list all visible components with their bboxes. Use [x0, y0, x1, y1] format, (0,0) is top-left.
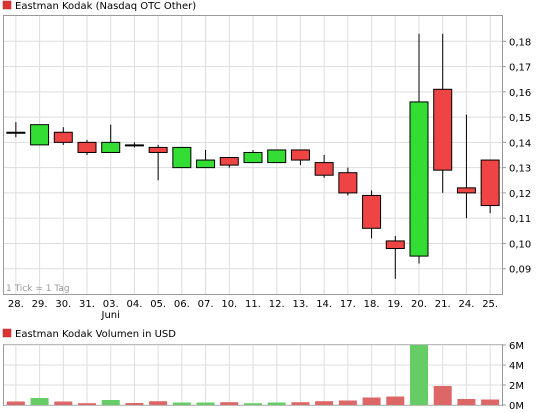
volume-bar: [54, 401, 73, 405]
date-tick-label: 05.: [150, 299, 166, 310]
volume-bar: [196, 402, 215, 405]
price-ytick-label: 0,09: [509, 265, 531, 276]
date-tick-label: 31.: [79, 299, 95, 310]
volume-legend-box: [2, 328, 12, 338]
candle-body: [362, 194, 382, 229]
volume-bar: [433, 386, 452, 405]
candle-body: [77, 141, 97, 153]
candle-body: [290, 149, 310, 161]
candle-body: [480, 159, 500, 207]
price-ytick-label: 0,10: [509, 239, 531, 250]
date-tick-label: 30.: [55, 299, 71, 310]
volume-bar: [481, 399, 500, 405]
candle-body: [196, 159, 216, 169]
volume-ytick-label: 4M: [509, 361, 524, 372]
volume-bar: [410, 345, 428, 405]
candle-body: [314, 162, 334, 176]
candle-body: [456, 187, 476, 194]
date-tick-label: 21.: [435, 299, 451, 310]
candle-body: [30, 124, 50, 146]
date-tick-label: 03.: [103, 299, 119, 310]
volume-ytick-label: 0M: [509, 401, 524, 412]
candle-body: [338, 172, 358, 194]
price-legend-box: [2, 0, 12, 10]
price-ytick-label: 0,14: [509, 138, 531, 149]
candle-body: [124, 144, 144, 147]
volume-y-axis: 0M 2M 4M 6M: [502, 341, 524, 412]
date-tick-label: 24.: [458, 299, 474, 310]
date-tick-label: 13.: [292, 299, 308, 310]
price-ytick-label: 0,15: [509, 113, 531, 124]
price-ytick-label: 0,12: [509, 189, 531, 200]
date-tick-label: 07.: [198, 299, 214, 310]
volume-ytick-label: 6M: [509, 341, 524, 352]
date-tick-label: 29.: [32, 299, 48, 310]
candle-body: [267, 149, 287, 164]
candle-body: [219, 157, 239, 166]
candle-body: [53, 131, 73, 143]
volume-bar: [220, 402, 239, 405]
volume-bar: [78, 403, 96, 405]
candle-body: [433, 88, 453, 171]
volume-chart-title: Eastman Kodak Volumen in USD: [15, 329, 176, 340]
candle-body: [6, 131, 26, 134]
candle-body: [409, 101, 429, 257]
date-tick-label: 20.: [411, 299, 427, 310]
volume-bar: [386, 396, 405, 405]
volume-bar: [125, 403, 144, 405]
date-tick-label: 11.: [245, 299, 261, 310]
price-y-axis: 0,09 0,10 0,11 0,12 0,13 0,14 0,15 0,16 0,17 0,18: [502, 37, 531, 276]
volume-bar: [291, 402, 310, 405]
candle-body: [148, 146, 168, 153]
volume-bar: [315, 401, 334, 405]
volume-ytick-label: 2M: [509, 381, 524, 392]
volume-bar: [244, 403, 262, 405]
price-candles: [6, 33, 500, 279]
volume-bar: [101, 400, 120, 405]
date-tick-label: 28.: [8, 299, 24, 310]
price-ytick-label: 0,16: [509, 88, 531, 99]
candle-body: [101, 141, 121, 153]
date-tick-label: 12.: [269, 299, 285, 310]
price-ytick-label: 0,17: [509, 63, 531, 74]
date-tick-label: 19.: [387, 299, 403, 310]
date-tick-label: 14.: [316, 299, 332, 310]
candle-body: [243, 151, 263, 164]
date-tick-label: 25.: [482, 299, 498, 310]
date-tick-label: 04.: [126, 299, 142, 310]
volume-bar: [172, 402, 191, 405]
volume-bar: [149, 401, 168, 405]
tick-annotation: 1 Tick = 1 Tag: [6, 284, 70, 294]
price-ytick-label: 0,13: [509, 164, 531, 175]
volume-bar: [6, 401, 25, 405]
price-ytick-label: 0,18: [509, 37, 531, 48]
volume-bar: [267, 402, 286, 405]
volume-bar: [362, 397, 381, 405]
month-label: Juni: [101, 310, 120, 321]
date-tick-label: 17.: [340, 299, 356, 310]
volume-bar: [30, 398, 49, 405]
date-tick-label: 18.: [364, 299, 380, 310]
date-tick-label: 06.: [174, 299, 190, 310]
volume-bar: [338, 400, 357, 405]
price-ytick-label: 0,11: [509, 214, 531, 225]
price-chart-title: Eastman Kodak (Nasdaq OTC Other): [15, 1, 196, 12]
volume-bars: [6, 345, 500, 405]
date-tick-label: 10.: [221, 299, 237, 310]
volume-bar: [457, 399, 476, 405]
candle-body: [172, 146, 192, 169]
candle-body: [385, 240, 405, 250]
date-axis: 28. 29. 30. 31. 03. 04. 05. 06. 07. 10. 11. 12. 13. 1…: [8, 299, 498, 321]
